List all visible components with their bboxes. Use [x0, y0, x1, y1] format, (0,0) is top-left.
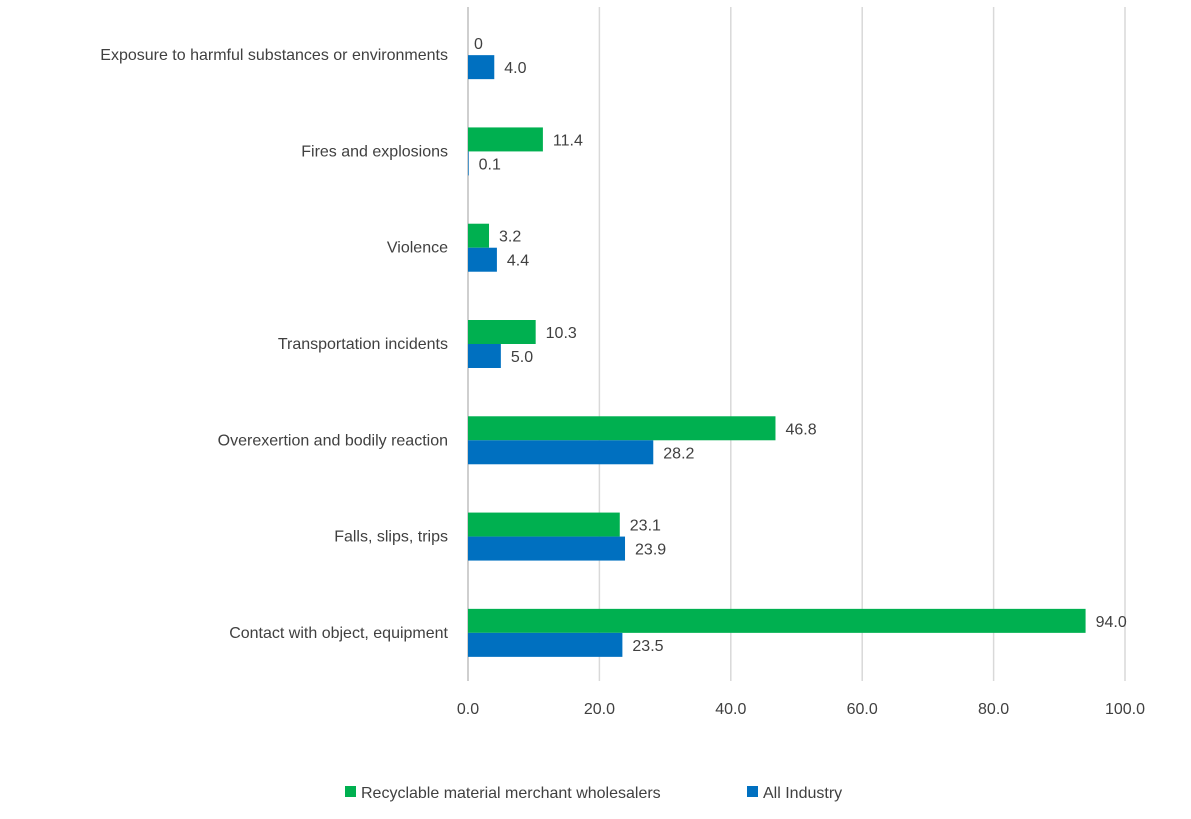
- bar-recyclable: [468, 608, 1086, 633]
- data-label: 0: [474, 36, 483, 53]
- data-label: 11.4: [553, 132, 583, 149]
- data-label: 5.0: [511, 349, 533, 366]
- bar-recyclable: [468, 223, 490, 248]
- data-label: 0.1: [479, 156, 501, 173]
- category-label: Falls, slips, trips: [334, 529, 448, 546]
- bar-recyclable: [468, 512, 620, 537]
- bar-recyclable: [468, 320, 536, 344]
- legend-label: All Industry: [763, 785, 842, 802]
- category-label: Contact with object, equipment: [229, 625, 448, 642]
- bar-all-industry: [468, 440, 654, 465]
- x-tick-label: 40.0: [715, 701, 746, 718]
- bar-all-industry: [468, 247, 497, 272]
- data-label: 23.5: [632, 638, 663, 655]
- data-label: 23.1: [630, 518, 661, 535]
- data-label: 3.2: [499, 229, 521, 246]
- bar-recyclable: [468, 416, 776, 441]
- bar-all-industry: [468, 55, 495, 80]
- data-label: 4.4: [507, 253, 529, 270]
- data-label: 10.3: [546, 325, 577, 342]
- category-label: Overexertion and bodily reaction: [218, 432, 448, 449]
- legend-label: Recyclable material merchant wholesalers: [361, 785, 661, 802]
- x-tick-label: 60.0: [847, 701, 878, 718]
- x-tick-label: 80.0: [978, 701, 1009, 718]
- data-label: 28.2: [663, 445, 694, 462]
- bar-all-industry: [468, 536, 626, 561]
- legend-swatch: [747, 786, 758, 797]
- x-tick-label: 100.0: [1105, 701, 1145, 718]
- category-label: Fires and explosions: [301, 143, 448, 160]
- bar-all-industry: [468, 151, 469, 176]
- bar-all-industry: [468, 632, 623, 657]
- data-label: 23.9: [635, 542, 666, 559]
- data-label: 94.0: [1096, 614, 1127, 631]
- category-label: Exposure to harmful substances or enviro…: [100, 47, 448, 64]
- x-tick-label: 0.0: [457, 701, 479, 718]
- legend-swatch: [345, 786, 356, 797]
- bar-recyclable: [468, 127, 543, 152]
- category-label: Violence: [387, 240, 448, 257]
- x-tick-label: 20.0: [584, 701, 615, 718]
- data-label: 4.0: [504, 60, 526, 77]
- category-label: Transportation incidents: [278, 336, 448, 353]
- data-label: 46.8: [785, 421, 816, 438]
- bar-all-industry: [468, 344, 501, 368]
